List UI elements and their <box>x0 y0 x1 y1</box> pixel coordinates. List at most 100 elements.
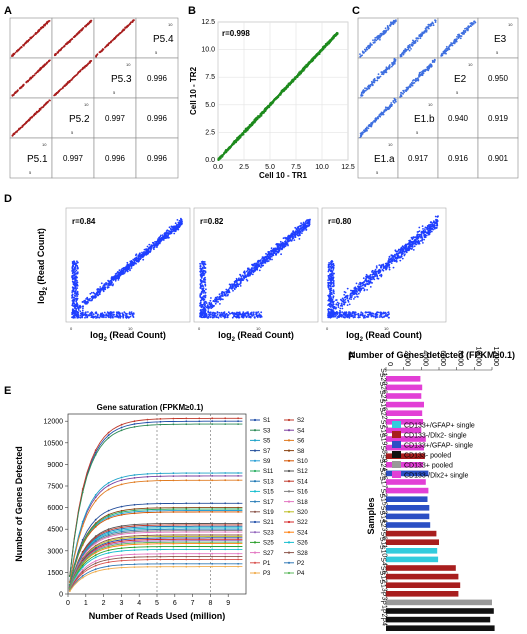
panel-d-floor-point <box>199 293 202 295</box>
panel-d-floor-point <box>258 313 261 315</box>
matrix-point <box>404 50 407 53</box>
matrix-diag-label: P5.4 <box>153 34 174 45</box>
panel-d-floor-point <box>132 316 135 318</box>
panel-d-point <box>388 268 391 271</box>
panel-d-floor-point <box>73 315 75 318</box>
panel-d-floor-point <box>201 313 204 315</box>
matrix-diag-label: E1.a <box>374 154 395 165</box>
matrix-scatter <box>53 60 93 97</box>
panel-d-floor-point <box>233 314 236 317</box>
panel-d-floor-point <box>85 314 88 317</box>
panel-d-point <box>275 243 278 246</box>
matrix-point <box>17 89 19 92</box>
panel-d-point <box>301 232 303 235</box>
panel-b-point <box>233 140 236 142</box>
panel-b-point <box>244 130 247 133</box>
panel-d-point <box>166 232 169 235</box>
panel-d-point <box>279 246 281 249</box>
panel-d-floor-point <box>76 284 79 287</box>
panel-d-floor-point <box>199 314 202 316</box>
panel-d-floor-point <box>72 311 75 313</box>
panel-d-point <box>216 298 219 301</box>
panel-d-floor-point <box>110 311 113 314</box>
panel-d-point <box>284 240 287 243</box>
panel-b-point <box>270 103 272 106</box>
panel-d-point <box>276 245 279 248</box>
panel-d-point <box>256 268 259 270</box>
panel-d-point <box>149 251 151 254</box>
panel-d-point <box>266 254 269 257</box>
panel-d-floor-point <box>71 297 73 299</box>
panel-d-point <box>225 295 227 297</box>
panel-d-floor-point <box>72 297 75 299</box>
panel-b-ytick: 7.5 <box>205 74 215 81</box>
panel-b-point <box>280 89 283 92</box>
matrix-point <box>77 71 80 73</box>
matrix-point <box>54 93 56 96</box>
panel-d-r-value: r=0.84 <box>72 217 96 226</box>
panel-d-floor-point <box>213 311 215 314</box>
panel-d-point <box>156 240 159 243</box>
panel-d-floor-point <box>77 316 79 319</box>
matrix-point <box>441 52 444 55</box>
matrix-point <box>11 134 14 137</box>
panel-d-floor-point <box>200 291 203 293</box>
panel-b-point <box>301 70 303 73</box>
matrix-point <box>70 78 73 81</box>
panel-d-floor-point <box>223 312 225 315</box>
matrix-scatter <box>11 20 51 57</box>
matrix-point <box>362 90 365 93</box>
panel-d-point <box>240 275 243 278</box>
matrix-r-value: 0.996 <box>147 74 168 83</box>
matrix-corner-tick: 10 <box>508 22 513 27</box>
panel-d-point <box>96 288 99 291</box>
panel-d-floor-point <box>210 316 212 318</box>
panel-d-point <box>300 222 302 225</box>
matrix-cell <box>357 137 399 179</box>
panel-d-point <box>227 293 229 296</box>
matrix-point <box>15 90 18 93</box>
panel-d-point <box>229 283 232 286</box>
panel-d-point <box>275 252 278 255</box>
panel-d-point <box>81 305 84 308</box>
matrix-point <box>72 77 74 79</box>
panel-d-point <box>164 233 167 236</box>
panel-d-floor-point <box>74 278 77 281</box>
panel-d-point <box>230 287 233 290</box>
panel-d-point <box>286 242 288 245</box>
matrix-point <box>40 26 43 29</box>
panel-b-point <box>335 33 338 36</box>
panel-d-point <box>338 302 340 305</box>
panel-d-point <box>238 279 240 282</box>
matrix-point <box>374 79 377 82</box>
panel-d-floor-point <box>79 314 82 317</box>
panel-b-point <box>262 111 265 114</box>
matrix-corner-tick: 10 <box>126 62 131 67</box>
panel-d-point <box>221 291 224 293</box>
panel-b-point <box>316 53 319 56</box>
panel-d-floor-point <box>203 301 206 303</box>
panel-d-point <box>425 234 428 237</box>
panel-d-floor-point <box>74 303 77 306</box>
panel-d-point <box>81 309 84 312</box>
panel-d-floor-point <box>105 316 107 319</box>
matrix-point <box>129 21 132 24</box>
panel-d-point <box>235 283 238 286</box>
matrix-point <box>101 49 104 51</box>
matrix-point <box>400 94 403 96</box>
panel-b-point <box>246 129 249 132</box>
panel-d-point <box>280 253 282 256</box>
matrix-point <box>62 46 65 48</box>
matrix-point <box>373 41 376 44</box>
matrix-point <box>391 63 394 66</box>
panel-d-floor-point <box>111 315 114 318</box>
matrix-cell <box>477 17 519 59</box>
matrix-point <box>462 31 465 34</box>
matrix-corner-tick: 10 <box>468 62 473 67</box>
panel-d-point <box>247 275 249 278</box>
matrix-point <box>407 44 410 47</box>
matrix-point <box>411 45 414 47</box>
panel-d-floor-point <box>94 312 97 314</box>
panel-d-point <box>132 264 134 267</box>
